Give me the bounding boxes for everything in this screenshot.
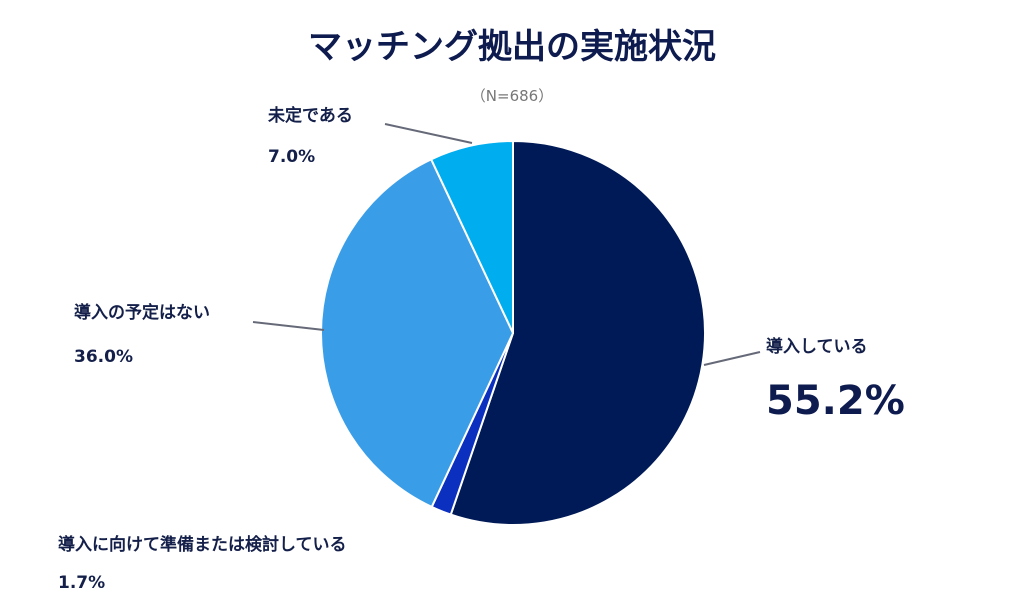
slice-label-not-planned: 導入の予定はない [74,302,210,323]
slice-value-introduced: 55.2% [766,378,905,424]
chart-subtitle: （N=686） [471,87,553,105]
slice-value-preparing: 1.7% [58,573,105,593]
leader-line-not-planned [252,321,325,331]
slice-value-undecided: 7.0% [268,147,315,167]
leader-line-undecided [384,123,473,144]
pie-slice-not-planned [320,157,515,509]
pie-slices [320,139,706,526]
pie-slice-undecided [429,139,514,334]
leader-line-introduced [703,351,761,366]
slice-label-introduced: 導入している [766,336,868,357]
chart-title: マッチング拠出の実施状況 [308,27,716,67]
slice-value-not-planned: 36.0% [74,347,133,367]
slice-label-preparing: 導入に向けて準備または検討している [58,534,347,555]
pie-slice-introduced [449,139,706,526]
slice-label-undecided: 未定である [267,105,353,126]
